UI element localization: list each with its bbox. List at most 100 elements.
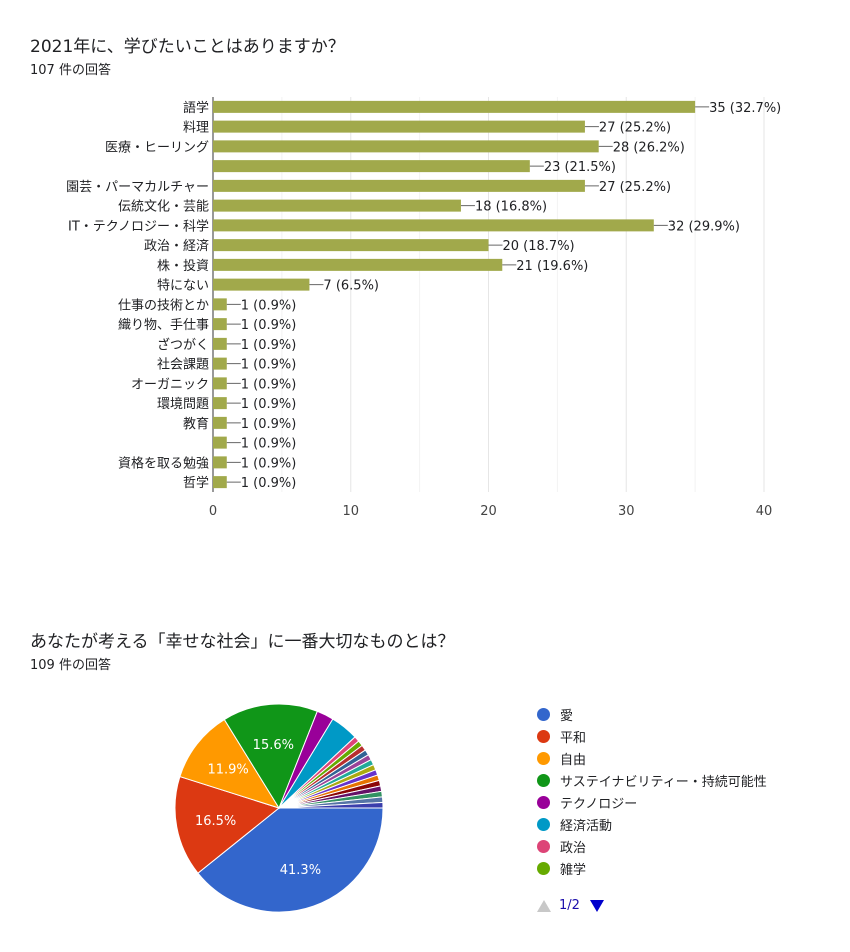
bar xyxy=(213,120,585,133)
pie-slice xyxy=(179,718,281,809)
bar xyxy=(213,337,227,350)
data-label: 27 (25.2%) xyxy=(599,121,671,136)
legend-item: 政治 xyxy=(537,835,767,857)
legend-swatch xyxy=(537,707,550,721)
data-label: 32 (29.9%) xyxy=(668,219,740,234)
category-label: 仕事の技術とか xyxy=(118,298,209,313)
category-label: 特にない xyxy=(157,279,209,294)
pie-slice xyxy=(197,807,384,913)
legend-item: 雑学 xyxy=(537,857,767,879)
legend-label: 雑学 xyxy=(560,862,587,878)
category-label: 環境問題 xyxy=(157,397,209,412)
data-label: 1 (0.9%) xyxy=(241,437,297,452)
data-label: 20 (18.7%) xyxy=(503,239,575,254)
bar xyxy=(213,357,227,370)
category-label: 園芸・パーマカルチャー xyxy=(66,179,209,195)
bar xyxy=(213,219,654,232)
category-label: 資格を取る勉強 xyxy=(118,455,209,471)
category-label: IT・テクノロジー・科学 xyxy=(68,218,209,234)
pie-slice-label: 15.6% xyxy=(253,738,294,753)
category-label: 伝統文化・芸能 xyxy=(118,199,209,215)
bar-chart: 0 10 20 30 40 語学 35 (32.7%) 料理 27 (25.2%) 医療・ヒーリン… xyxy=(66,97,781,519)
category-label: 織り物、手仕事 xyxy=(118,318,209,333)
pie-slice-label: 16.5% xyxy=(195,814,236,829)
data-label: 1 (0.9%) xyxy=(241,358,297,373)
bar xyxy=(213,160,530,173)
pie-slice xyxy=(278,801,384,809)
page-indicator: 1/2 xyxy=(559,898,580,913)
question-1-title: 2021年に、学びたいことはありますか？ xyxy=(30,37,345,57)
data-label: 1 (0.9%) xyxy=(241,377,297,392)
legend-item: 愛 xyxy=(537,703,767,725)
category-label: 株・投資 xyxy=(157,258,209,274)
data-label: 1 (0.9%) xyxy=(241,476,297,491)
x-tick-label: 10 xyxy=(342,504,359,519)
page-down-icon[interactable] xyxy=(589,899,604,912)
bar xyxy=(213,318,227,331)
data-label: 27 (25.2%) xyxy=(599,180,671,195)
category-label: ざつがく xyxy=(157,337,209,353)
legend-swatch xyxy=(537,839,550,853)
category-label: 政治・経済 xyxy=(144,238,209,254)
legend-label: サステイナビリティー・持続可能性 xyxy=(560,774,767,790)
x-tick-label: 40 xyxy=(756,504,773,519)
data-label: 1 (0.9%) xyxy=(241,338,297,353)
pie-slice xyxy=(223,703,318,810)
x-tick-label: 30 xyxy=(618,504,635,519)
bar xyxy=(213,456,227,469)
data-label: 1 (0.9%) xyxy=(241,318,297,333)
pie-slice-label: 11.9% xyxy=(207,762,248,777)
bar xyxy=(213,140,599,153)
category-label: 医療・ヒーリング xyxy=(105,140,209,155)
legend-swatch xyxy=(537,817,550,831)
data-label: 1 (0.9%) xyxy=(241,456,297,471)
x-tick-label: 0 xyxy=(209,504,217,519)
bar xyxy=(213,416,227,429)
category-label: 料理 xyxy=(183,121,209,136)
pie-slice xyxy=(174,775,281,874)
question-2-title: あなたが考える「幸せな社会」に一番大切なものとは？ xyxy=(30,632,455,652)
bar xyxy=(213,397,227,410)
legend-label: 平和 xyxy=(560,730,587,746)
page-up-icon[interactable] xyxy=(537,899,551,912)
legend-swatch xyxy=(537,795,550,809)
category-label: 教育 xyxy=(183,416,209,432)
data-label: 1 (0.9%) xyxy=(241,417,297,432)
bar xyxy=(213,278,310,291)
question-1-response-count: 107 件の回答 xyxy=(30,63,111,78)
bar xyxy=(213,239,489,252)
legend-label: テクノロジー xyxy=(560,796,638,812)
bar xyxy=(213,377,227,390)
pie-chart: 41.3% 16.5% 11.9% 15.6% xyxy=(174,703,384,913)
bar xyxy=(213,199,461,212)
bar xyxy=(213,298,227,311)
data-label: 18 (16.8%) xyxy=(475,200,547,215)
data-label: 35 (32.7%) xyxy=(709,101,781,116)
pie-slice-label: 41.3% xyxy=(280,863,321,878)
legend-pager[interactable]: 1/2 xyxy=(537,898,604,913)
legend-item: テクノロジー xyxy=(537,791,767,813)
category-label: 哲学 xyxy=(183,475,209,491)
bar xyxy=(213,258,503,271)
bar xyxy=(213,476,227,489)
legend-item: 自由 xyxy=(537,747,767,769)
legend-item: 平和 xyxy=(537,725,767,747)
category-label: 社会課題 xyxy=(157,357,209,373)
legend-label: 愛 xyxy=(560,708,574,724)
bar xyxy=(213,436,227,449)
pie-legend: 愛平和 自由サステイナビリティー・持続可能性 テクノロジー 経済活動 政治雑学 xyxy=(537,703,767,879)
data-label: 23 (21.5%) xyxy=(544,160,616,175)
x-tick-label: 20 xyxy=(480,504,497,519)
legend-item: サステイナビリティー・持続可能性 xyxy=(537,769,767,791)
legend-item: 経済活動 xyxy=(537,813,767,835)
question-2-response-count: 109 件の回答 xyxy=(30,658,111,673)
legend-swatch xyxy=(537,751,550,765)
legend-swatch xyxy=(537,729,550,743)
category-label: オーガニック xyxy=(131,377,209,392)
data-label: 1 (0.9%) xyxy=(241,298,297,313)
legend-swatch xyxy=(537,861,550,875)
data-label: 28 (26.2%) xyxy=(613,140,685,155)
data-label: 21 (19.6%) xyxy=(516,259,588,274)
data-label: 1 (0.9%) xyxy=(241,397,297,412)
category-label: 語学 xyxy=(183,100,209,116)
